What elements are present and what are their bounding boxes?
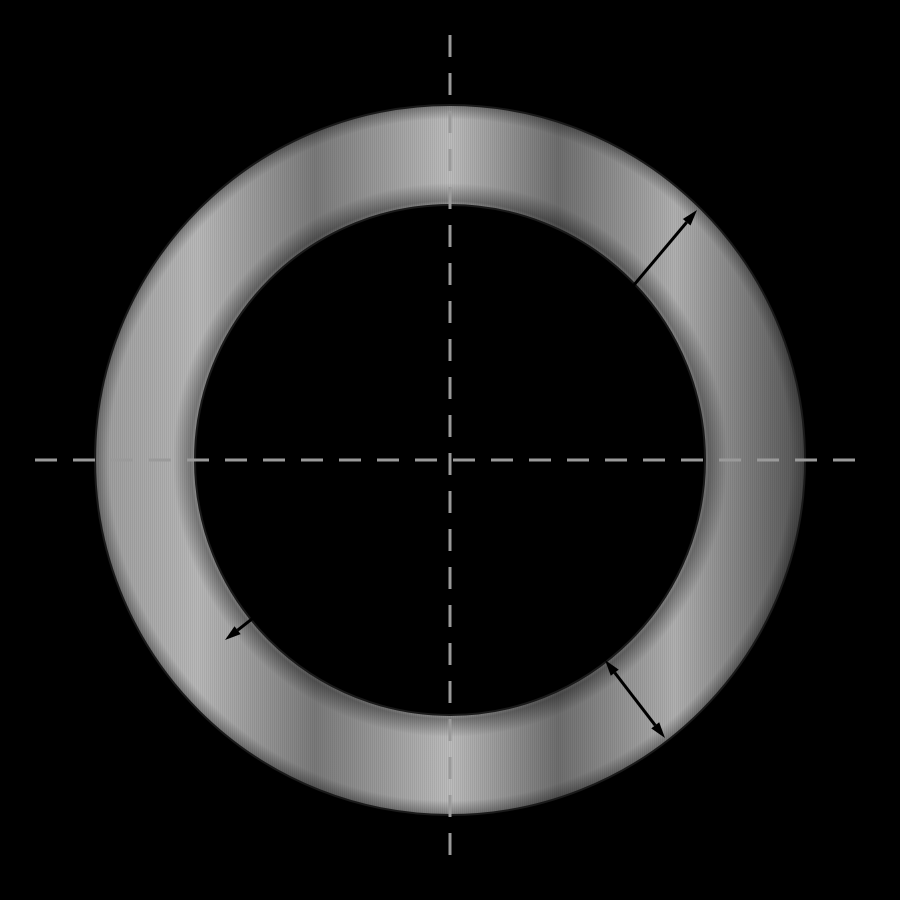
tube-cross-section-diagram <box>0 0 900 900</box>
